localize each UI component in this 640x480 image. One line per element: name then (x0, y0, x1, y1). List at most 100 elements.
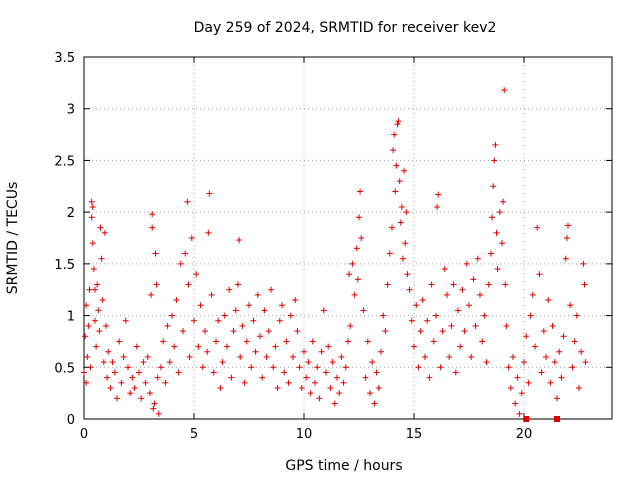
data-point (263, 353, 270, 360)
data-point (402, 240, 409, 247)
data-point (243, 338, 250, 345)
data-point (89, 240, 96, 247)
data-point (221, 312, 228, 319)
data-point (316, 395, 323, 402)
data-point (401, 167, 408, 174)
data-point (107, 384, 114, 391)
data-point (468, 353, 475, 360)
data-point (199, 364, 206, 371)
data-point (477, 291, 483, 298)
axes (83, 56, 613, 420)
data-point (362, 374, 369, 381)
data-point (120, 353, 127, 360)
data-point (169, 312, 175, 319)
data-point (155, 410, 162, 417)
data-point (147, 390, 153, 397)
data-point (494, 266, 501, 273)
data-point (518, 390, 525, 397)
data-point (158, 364, 164, 371)
data-point (84, 353, 91, 360)
data-point (325, 343, 332, 350)
data-point (154, 374, 161, 381)
data-point (177, 260, 184, 267)
data-point (259, 374, 266, 381)
data-point (270, 364, 277, 371)
data-point (538, 369, 545, 376)
data-point (549, 322, 556, 329)
data-point (500, 198, 507, 205)
data-point (516, 410, 523, 417)
data-point (136, 369, 142, 376)
x-axis-label: GPS time / hours (285, 458, 402, 474)
data-point (205, 229, 212, 236)
data-point (257, 333, 263, 340)
data-point (94, 281, 101, 288)
data-point (105, 348, 112, 355)
data-point (406, 286, 413, 293)
data-point (540, 328, 547, 335)
data-point (287, 312, 294, 319)
data-point (501, 87, 508, 94)
data-point (86, 286, 93, 293)
data-point (83, 302, 90, 309)
data-point (521, 359, 527, 366)
data-point (334, 374, 340, 381)
data-point (292, 297, 299, 304)
data-point (391, 131, 398, 138)
data-point (226, 286, 233, 293)
data-point (294, 328, 301, 335)
data-point (485, 281, 492, 288)
data-point (386, 250, 393, 257)
data-point (129, 374, 136, 381)
data-point (90, 266, 97, 273)
data-point (237, 353, 244, 360)
data-point (392, 188, 399, 195)
data-point (95, 307, 102, 314)
data-point (489, 214, 496, 221)
data-point (371, 400, 378, 407)
data-point (441, 266, 448, 273)
y-axis-label: SRMTID / TECUs (5, 182, 21, 295)
y-tick-label: 3 (67, 103, 75, 118)
data-point (411, 343, 417, 350)
data-point (417, 328, 424, 335)
data-point (82, 333, 89, 340)
data-point (99, 297, 106, 304)
data-point (415, 364, 422, 371)
data-point (367, 390, 373, 397)
data-point (536, 271, 543, 278)
data-point (81, 369, 87, 376)
data-point (492, 141, 499, 148)
data-point (327, 384, 334, 391)
data-point (185, 281, 192, 288)
data-point (149, 224, 156, 231)
data-point (290, 353, 296, 360)
data-point (246, 302, 252, 309)
data-point (303, 374, 310, 381)
data-point (472, 322, 479, 329)
data-point (111, 369, 118, 376)
data-point (283, 338, 290, 345)
data-point (88, 198, 95, 205)
data-point (384, 281, 391, 288)
data-point (573, 312, 580, 319)
y-tick-label: 2.5 (54, 154, 75, 169)
data-point-square (523, 416, 530, 422)
data-point (342, 364, 349, 371)
data-point (397, 219, 404, 226)
data-point (571, 338, 578, 345)
data-point (560, 333, 567, 340)
data-point (373, 369, 380, 376)
data-point (149, 211, 156, 218)
data-point (101, 229, 108, 236)
data-point (457, 343, 464, 350)
data-point (93, 343, 100, 350)
data-point (228, 374, 235, 381)
data-point (138, 395, 145, 402)
data-point (140, 359, 147, 366)
data-point (479, 338, 486, 345)
x-tick-label: 10 (296, 427, 313, 442)
data-point (569, 364, 576, 371)
y-tick-label: 1 (67, 310, 75, 325)
data-point (565, 222, 571, 229)
